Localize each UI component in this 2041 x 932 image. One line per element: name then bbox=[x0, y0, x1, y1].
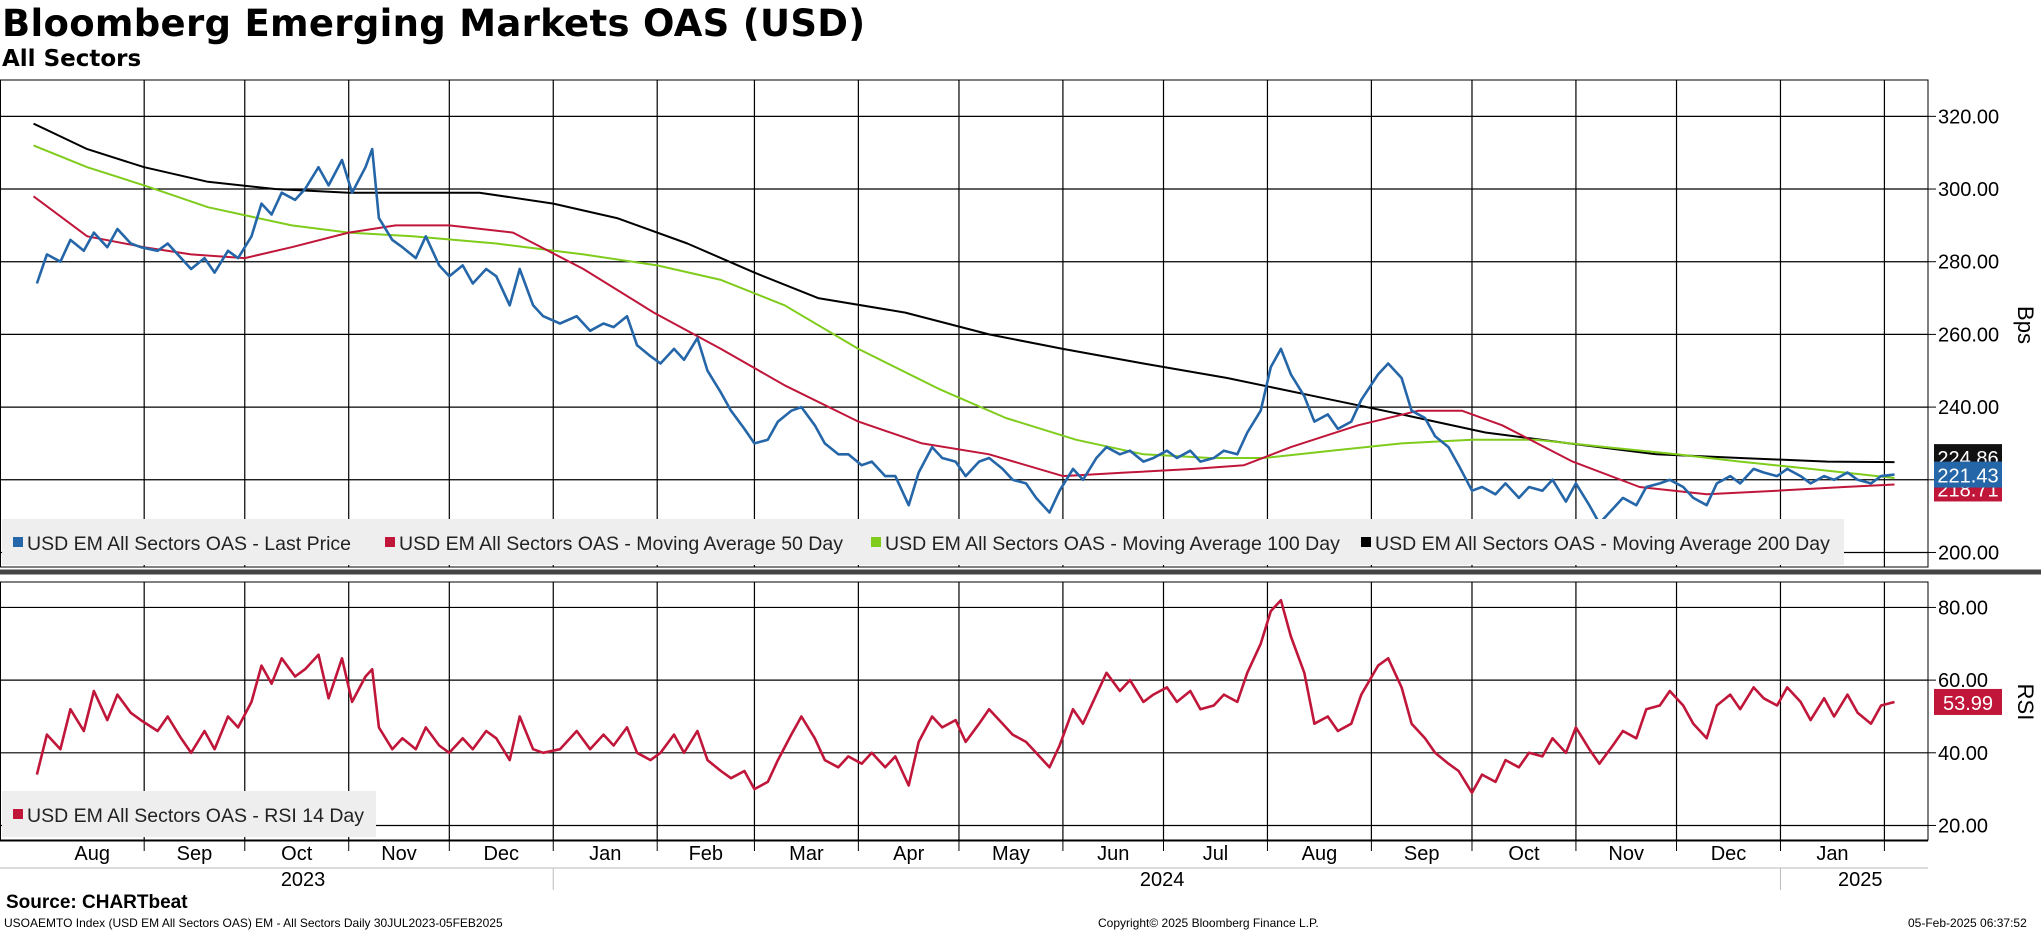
price-ytick-label: 200.00 bbox=[1938, 542, 1999, 564]
rsi-ytick-label: 80.00 bbox=[1938, 597, 1988, 619]
x-month-label: Aug bbox=[74, 843, 110, 865]
price-ytick-label: 280.00 bbox=[1938, 252, 1999, 274]
price-ytick-label: 300.00 bbox=[1938, 179, 1999, 201]
price-ytick-label: 240.00 bbox=[1938, 397, 1999, 419]
legend-swatch-ma50 bbox=[385, 537, 395, 547]
x-month-label: Jan bbox=[589, 843, 621, 865]
legend-label-ma50: USD EM All Sectors OAS - Moving Average … bbox=[399, 533, 843, 555]
legend-swatch-rsi bbox=[13, 809, 23, 819]
chart-title: Bloomberg Emerging Markets OAS (USD) bbox=[2, 2, 866, 45]
x-month-label: Dec bbox=[483, 843, 519, 865]
legend-label-ma200: USD EM All Sectors OAS - Moving Average … bbox=[1375, 533, 1830, 555]
x-year-label: 2024 bbox=[1140, 869, 1185, 891]
x-month-label: Jun bbox=[1097, 843, 1129, 865]
x-month-label: May bbox=[992, 843, 1030, 865]
last-price-value-tag: 221.43 bbox=[1937, 466, 1998, 488]
rsi-plot-frame bbox=[0, 581, 1929, 841]
legend-label-rsi: USD EM All Sectors OAS - RSI 14 Day bbox=[27, 805, 364, 827]
rsi-legend-box bbox=[2, 791, 376, 837]
x-month-label: Nov bbox=[1608, 843, 1644, 865]
price-ytick-label: 320.00 bbox=[1938, 106, 1999, 128]
last-price-value-tag-bg bbox=[1934, 461, 2002, 488]
index-info: USOAEMTO Index (USD EM All Sectors OAS) … bbox=[4, 916, 503, 930]
rsi-ytick-label: 60.00 bbox=[1938, 670, 1988, 692]
rsi-ytick-label: 20.00 bbox=[1938, 815, 1988, 837]
x-month-label: Apr bbox=[893, 843, 924, 865]
legend-label-ma100: USD EM All Sectors OAS - Moving Average … bbox=[885, 533, 1340, 555]
price-plot-frame bbox=[0, 79, 1929, 568]
ma100-series-line bbox=[33, 144, 1895, 479]
legend-label-last-price: USD EM All Sectors OAS - Last Price bbox=[27, 533, 351, 555]
copyright-note: Copyright© 2025 Bloomberg Finance L.P. bbox=[1098, 916, 1319, 930]
rsi-ytick-label: 40.00 bbox=[1938, 743, 1988, 765]
x-month-label: Oct bbox=[1508, 843, 1540, 865]
legend-swatch-last-price bbox=[13, 537, 23, 547]
x-month-label: Jul bbox=[1203, 843, 1229, 865]
x-month-label: Mar bbox=[789, 843, 824, 865]
ma50-series-line bbox=[32, 195, 1895, 496]
rsi-axis-title: RSI bbox=[2013, 684, 2038, 721]
last-price-series-line bbox=[35, 147, 1895, 525]
x-month-label: Dec bbox=[1711, 843, 1747, 865]
legend-swatch-ma100 bbox=[871, 537, 881, 547]
chart-subtitle: All Sectors bbox=[2, 46, 142, 72]
timestamp: 05-Feb-2025 06:37:52 bbox=[1908, 916, 2027, 930]
x-year-label: 2023 bbox=[281, 869, 326, 891]
x-month-label: Aug bbox=[1302, 843, 1338, 865]
x-year-label: 2025 bbox=[1838, 869, 1883, 891]
x-month-label: Feb bbox=[689, 843, 723, 865]
x-month-label: Oct bbox=[281, 843, 313, 865]
rsi-value-tag: 53.99 bbox=[1943, 693, 1993, 715]
price-axis-title: Bps bbox=[2013, 306, 2038, 344]
source-note: Source: CHARTbeat bbox=[6, 892, 188, 913]
x-month-label: Jan bbox=[1816, 843, 1848, 865]
price-ytick-label: 260.00 bbox=[1938, 324, 1999, 346]
x-month-label: Sep bbox=[177, 843, 213, 865]
legend-swatch-ma200 bbox=[1361, 537, 1371, 547]
rsi-value-tag-bg bbox=[1934, 688, 2002, 715]
x-month-label: Nov bbox=[381, 843, 417, 865]
x-month-label: Sep bbox=[1404, 843, 1440, 865]
price-legend-box bbox=[2, 519, 1844, 565]
rsi-series-line bbox=[35, 598, 1895, 795]
